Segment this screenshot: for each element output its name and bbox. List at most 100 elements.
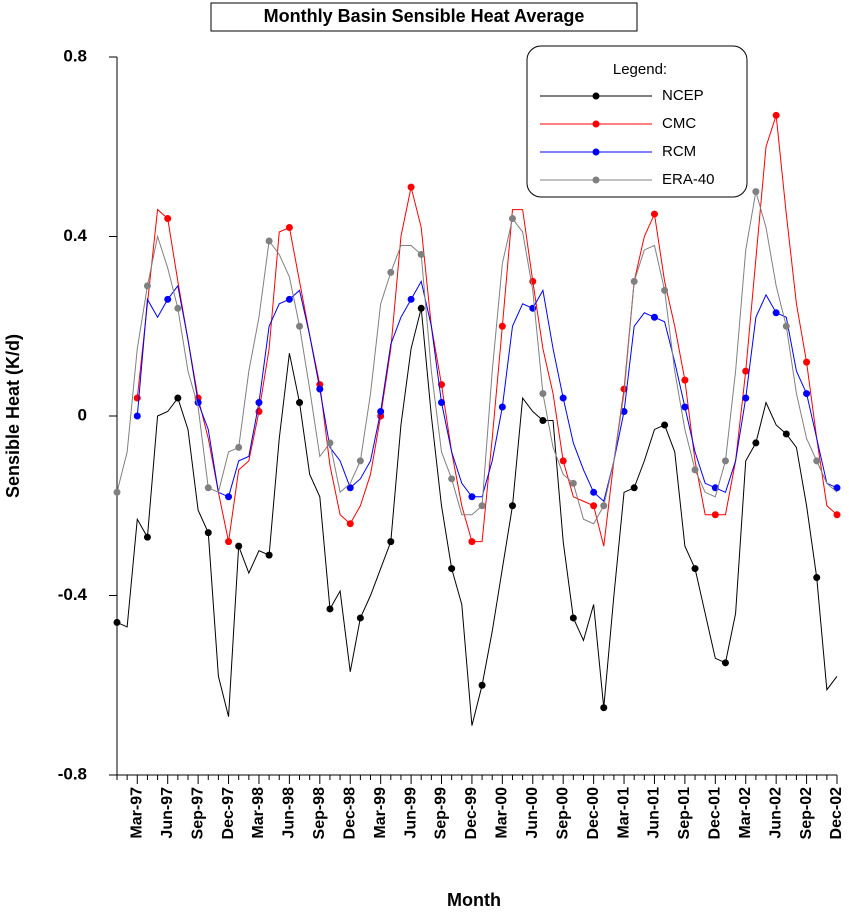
marker — [691, 466, 699, 474]
x-tick-label: Dec-98 — [341, 787, 358, 840]
marker — [559, 457, 567, 465]
chart-title: Monthly Basin Sensible Heat Average — [264, 6, 585, 26]
marker — [448, 475, 456, 483]
marker — [742, 394, 750, 402]
marker — [346, 484, 354, 492]
marker — [498, 322, 506, 330]
legend-label: RCM — [662, 143, 696, 160]
marker — [661, 421, 669, 429]
marker — [782, 430, 790, 438]
x-tick-label: Dec-97 — [220, 787, 237, 840]
marker — [630, 277, 638, 285]
marker — [143, 282, 151, 290]
x-tick-label: Jun-00 — [524, 787, 541, 839]
marker — [174, 394, 182, 402]
y-axis-label: Sensible Heat (K/d) — [3, 334, 23, 498]
marker — [782, 322, 790, 330]
series-line — [136, 115, 838, 547]
marker — [833, 484, 841, 492]
marker — [204, 484, 212, 492]
y-tick-label: 0 — [78, 405, 87, 424]
marker — [407, 183, 415, 191]
x-tick-label: Sep-02 — [798, 787, 815, 840]
x-tick-label: Dec-02 — [828, 787, 845, 840]
marker — [498, 403, 506, 411]
marker — [468, 493, 476, 501]
marker — [265, 551, 273, 559]
marker — [742, 367, 750, 375]
marker — [326, 439, 334, 447]
marker — [478, 681, 486, 689]
legend-label: CMC — [662, 115, 696, 132]
marker — [681, 403, 689, 411]
marker — [387, 268, 395, 276]
marker — [204, 529, 212, 537]
x-tick-label: Mar-97 — [129, 787, 146, 839]
series-line — [116, 308, 838, 726]
marker — [752, 439, 760, 447]
marker — [772, 111, 780, 119]
marker — [285, 295, 293, 303]
marker — [721, 659, 729, 667]
marker — [590, 502, 598, 510]
marker — [559, 394, 567, 402]
marker — [296, 399, 304, 407]
y-tick-label: -0.8 — [58, 764, 87, 783]
marker — [255, 399, 263, 407]
marker — [113, 488, 121, 496]
title-box — [210, 2, 638, 32]
marker — [478, 502, 486, 510]
x-tick-label: Mar-00 — [494, 787, 511, 839]
y-tick-label: 0.4 — [63, 226, 87, 245]
marker — [508, 502, 516, 510]
x-tick-label: Sep-99 — [433, 787, 450, 840]
marker — [377, 408, 385, 416]
marker — [417, 304, 425, 312]
marker — [285, 224, 293, 232]
marker — [803, 390, 811, 398]
x-tick-label: Jun-99 — [402, 787, 419, 839]
marker — [133, 394, 141, 402]
marker — [225, 493, 233, 501]
marker — [508, 215, 516, 223]
marker — [600, 704, 608, 712]
marker — [356, 457, 364, 465]
legend-label: NCEP — [662, 87, 704, 104]
marker — [691, 565, 699, 573]
x-tick-label: Jun-01 — [646, 787, 663, 839]
x-tick-label: Mar-98 — [250, 787, 267, 839]
marker — [569, 479, 577, 487]
marker — [265, 237, 273, 245]
marker — [407, 295, 415, 303]
legend-marker — [592, 120, 600, 128]
series-line — [116, 191, 838, 525]
marker — [468, 538, 476, 546]
marker — [387, 538, 395, 546]
y-tick-label: -0.4 — [58, 585, 88, 604]
marker — [721, 457, 729, 465]
legend-marker — [592, 148, 600, 156]
x-tick-label: Dec-00 — [585, 787, 602, 840]
x-tick-label: Jun-97 — [159, 787, 176, 839]
x-tick-label: Dec-99 — [463, 787, 480, 840]
marker — [833, 511, 841, 519]
marker — [326, 605, 334, 613]
x-tick-label: Mar-02 — [737, 787, 754, 839]
legend-label: ERA-40 — [662, 171, 715, 188]
x-tick-label: Sep-01 — [676, 787, 693, 840]
x-axis-label: Month — [447, 890, 501, 910]
marker — [164, 215, 172, 223]
marker — [630, 484, 638, 492]
marker — [772, 309, 780, 317]
marker — [661, 286, 669, 294]
marker — [650, 313, 658, 321]
y-tick-label: 0.8 — [63, 46, 87, 65]
marker — [164, 295, 172, 303]
marker — [235, 542, 243, 550]
x-tick-label: Sep-98 — [311, 787, 328, 840]
x-tick-label: Sep-00 — [554, 787, 571, 840]
marker — [417, 250, 425, 258]
marker — [235, 443, 243, 451]
marker — [590, 488, 598, 496]
marker — [438, 399, 446, 407]
